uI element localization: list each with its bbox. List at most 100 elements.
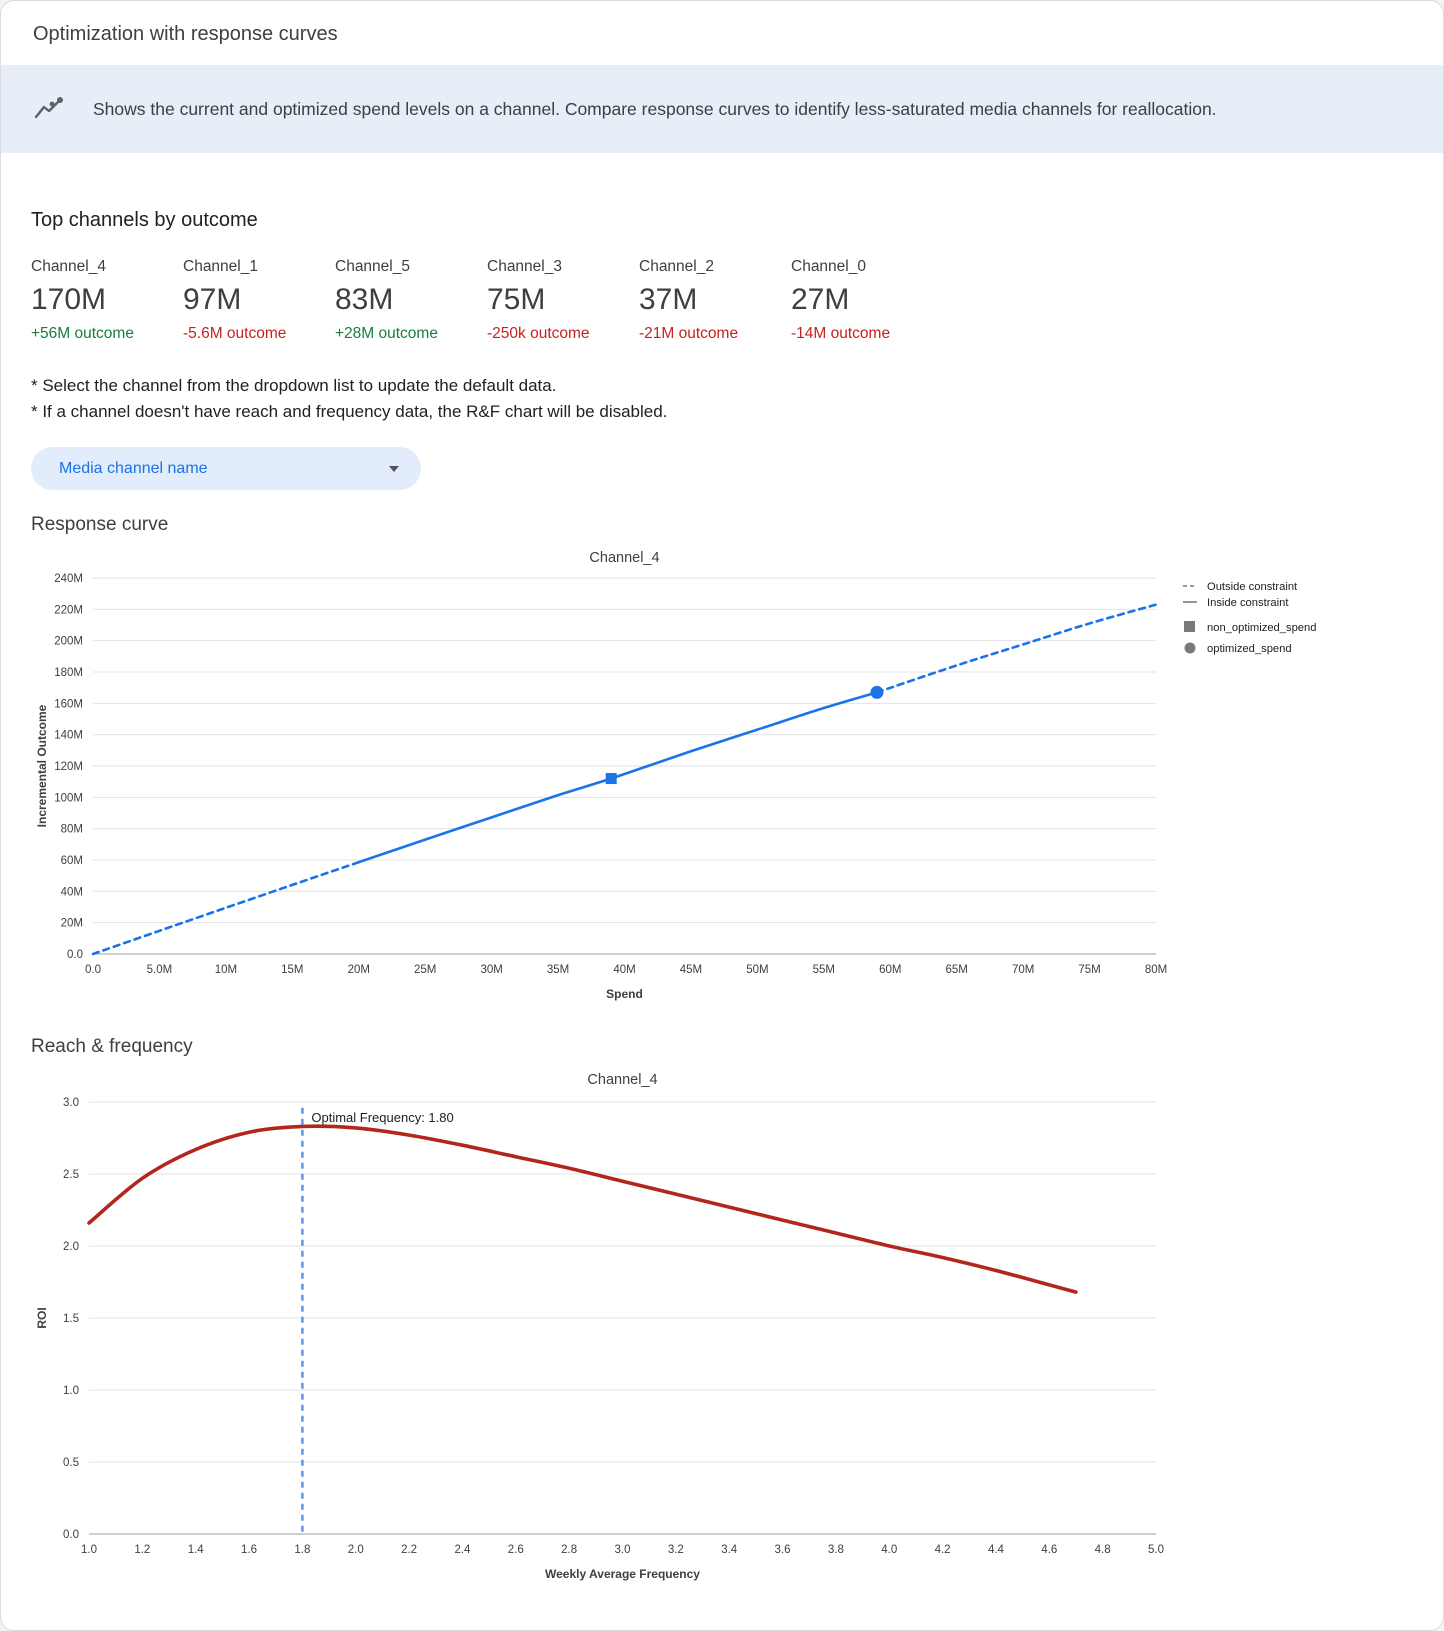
channel-outcome: -14M outcome: [791, 325, 891, 342]
channel-value: 37M: [639, 283, 698, 316]
svg-text:100M: 100M: [54, 792, 83, 804]
svg-text:160M: 160M: [54, 698, 83, 710]
svg-text:2.6: 2.6: [508, 1544, 524, 1556]
svg-text:220M: 220M: [54, 604, 83, 616]
svg-text:1.0: 1.0: [63, 1385, 79, 1397]
svg-text:2.4: 2.4: [454, 1544, 471, 1556]
svg-text:2.5: 2.5: [63, 1169, 79, 1181]
svg-text:3.0: 3.0: [615, 1544, 631, 1556]
note-line: * Select the channel from the dropdown l…: [31, 376, 557, 395]
svg-text:140M: 140M: [54, 730, 83, 742]
channel-outcome: +56M outcome: [31, 325, 134, 342]
channel-card: Channel_2 37M -21M outcome: [639, 258, 791, 343]
channel-value: 83M: [335, 283, 394, 316]
top-channels-heading: Top channels by outcome: [31, 209, 258, 231]
svg-text:Inside constraint: Inside constraint: [1207, 597, 1289, 609]
reach-frequency-heading: Reach & frequency: [31, 1036, 193, 1057]
svg-text:4.6: 4.6: [1041, 1544, 1057, 1556]
svg-text:5.0M: 5.0M: [147, 964, 173, 976]
svg-text:240M: 240M: [54, 573, 83, 585]
svg-text:1.4: 1.4: [188, 1544, 205, 1556]
svg-text:40M: 40M: [61, 886, 83, 898]
svg-text:non_optimized_spend: non_optimized_spend: [1207, 622, 1316, 634]
channel-card: Channel_1 97M -5.6M outcome: [183, 258, 335, 343]
svg-text:40M: 40M: [613, 964, 635, 976]
svg-text:Optimal Frequency: 1.80: Optimal Frequency: 1.80: [311, 1110, 453, 1125]
svg-text:5.0: 5.0: [1148, 1544, 1164, 1556]
svg-text:30M: 30M: [480, 964, 502, 976]
media-channel-dropdown[interactable]: Media channel name: [31, 447, 421, 490]
svg-text:20M: 20M: [348, 964, 370, 976]
svg-text:1.2: 1.2: [134, 1544, 150, 1556]
svg-text:0.0: 0.0: [85, 964, 101, 976]
svg-text:1.8: 1.8: [294, 1544, 310, 1556]
channel-name: Channel_5: [335, 258, 410, 275]
svg-text:Channel_4: Channel_4: [587, 1072, 657, 1088]
svg-text:35M: 35M: [547, 964, 569, 976]
svg-text:optimized_spend: optimized_spend: [1207, 643, 1292, 655]
response-curve-chart: Channel_4 0.0 20M 40M 60M 80M 100M 120M 140M 160M…: [31, 542, 1413, 1012]
channel-name: Channel_4: [31, 258, 106, 275]
svg-text:20M: 20M: [61, 918, 83, 930]
svg-text:200M: 200M: [54, 636, 83, 648]
svg-text:80M: 80M: [1145, 964, 1167, 976]
svg-text:60M: 60M: [61, 855, 83, 867]
chevron-down-icon: [389, 465, 399, 472]
banner-description: Shows the current and optimized spend le…: [93, 98, 1217, 119]
channel-value: 97M: [183, 283, 242, 316]
usage-notes: * Select the channel from the dropdown l…: [31, 373, 1413, 425]
channel-value: 75M: [487, 283, 546, 316]
svg-text:2.0: 2.0: [63, 1241, 79, 1253]
channel-card: Channel_3 75M -250k outcome: [487, 258, 639, 343]
svg-text:Outside constraint: Outside constraint: [1207, 581, 1298, 593]
svg-text:2.0: 2.0: [348, 1544, 364, 1556]
response-curve-canvas[interactable]: Channel_4 0.0 20M 40M 60M 80M 100M 120M 140M 160M…: [31, 542, 1411, 1012]
svg-text:0.0: 0.0: [63, 1529, 79, 1541]
svg-text:Spend: Spend: [606, 987, 643, 1001]
svg-text:120M: 120M: [54, 761, 83, 773]
svg-text:45M: 45M: [680, 964, 702, 976]
svg-text:50M: 50M: [746, 964, 768, 976]
channel-name: Channel_2: [639, 258, 714, 275]
channel-card: Channel_0 27M -14M outcome: [791, 258, 943, 343]
reach-frequency-canvas[interactable]: Channel_4 0.0 0.5 1.0 1.5 2.0 2.5 3.0 1.0 1.2 1.4 1…: [31, 1064, 1211, 1604]
svg-text:15M: 15M: [281, 964, 303, 976]
svg-text:3.0: 3.0: [63, 1097, 79, 1109]
svg-text:2.8: 2.8: [561, 1544, 577, 1556]
channel-name: Channel_1: [183, 258, 258, 275]
channel-value: 170M: [31, 283, 107, 316]
channel-name: Channel_3: [487, 258, 562, 275]
svg-text:0.5: 0.5: [63, 1457, 79, 1469]
channel-card: Channel_4 170M +56M outcome: [31, 258, 183, 343]
response-curve-heading: Response curve: [31, 514, 169, 535]
main-content: Top channels by outcome Channel_4 170M +…: [1, 209, 1443, 1604]
svg-text:180M: 180M: [54, 667, 83, 679]
svg-text:Weekly Average Frequency: Weekly Average Frequency: [545, 1567, 700, 1581]
channel-outcome: -5.6M outcome: [183, 325, 287, 342]
svg-text:3.6: 3.6: [775, 1544, 791, 1556]
svg-text:75M: 75M: [1078, 964, 1100, 976]
channel-outcome: +28M outcome: [335, 325, 438, 342]
channel-card: Channel_5 83M +28M outcome: [335, 258, 487, 343]
channel-name: Channel_0: [791, 258, 866, 275]
page-title: Optimization with response curves: [33, 23, 338, 45]
svg-text:65M: 65M: [946, 964, 968, 976]
info-banner: Shows the current and optimized spend le…: [1, 65, 1443, 153]
note-line: * If a channel doesn't have reach and fr…: [31, 402, 668, 421]
trend-line-icon: [33, 95, 67, 123]
svg-text:3.8: 3.8: [828, 1544, 844, 1556]
svg-text:0.0: 0.0: [67, 949, 83, 961]
svg-text:3.2: 3.2: [668, 1544, 684, 1556]
svg-text:60M: 60M: [879, 964, 901, 976]
svg-text:4.0: 4.0: [881, 1544, 897, 1556]
svg-text:2.2: 2.2: [401, 1544, 417, 1556]
svg-text:25M: 25M: [414, 964, 436, 976]
svg-text:1.5: 1.5: [63, 1313, 79, 1325]
svg-text:4.8: 4.8: [1095, 1544, 1111, 1556]
svg-text:4.4: 4.4: [988, 1544, 1005, 1556]
svg-text:1.6: 1.6: [241, 1544, 257, 1556]
svg-text:55M: 55M: [813, 964, 835, 976]
svg-text:80M: 80M: [61, 824, 83, 836]
svg-text:1.0: 1.0: [81, 1544, 97, 1556]
